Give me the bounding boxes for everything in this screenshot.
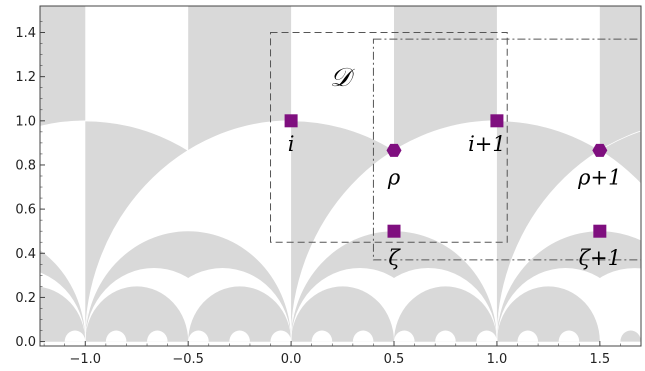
y-tick-label: 0.6 <box>15 203 36 218</box>
y-tick-label: 1.2 <box>15 70 36 85</box>
strip-above-1 <box>188 6 292 151</box>
tiny-circle-7 <box>188 330 209 342</box>
point-marker-square <box>387 224 401 238</box>
axes: −1.0 −0.5 0.0 0.5 1.0 1.5 0.0 0.2 0.4 0.6 0.8 1.0 1.… <box>15 21 621 367</box>
y-tick-label: 1.0 <box>15 114 36 129</box>
x-tick-label: 0.5 <box>384 352 405 367</box>
strip-above-0 <box>40 6 86 127</box>
unit-arc-0 <box>40 120 292 342</box>
tiny-circle-21 <box>476 330 497 342</box>
point-marker-hexagon <box>592 143 608 157</box>
dashdot-box <box>372 38 641 261</box>
point-marker-hexagon <box>386 143 402 157</box>
point-label: i <box>288 132 295 156</box>
tiny-circle-12 <box>291 330 312 342</box>
tiny-circle-26 <box>579 330 600 342</box>
y-tick-label: 0.2 <box>15 291 36 306</box>
point-label: ρ+1 <box>577 165 621 189</box>
small-circle-1-1 <box>85 286 189 342</box>
dashed-box <box>270 31 508 243</box>
tiny-circle-29 <box>641 331 645 342</box>
point-label: i+1 <box>468 132 506 156</box>
tiny-circle-6 <box>167 330 189 342</box>
tiny-circle-22 <box>496 330 518 342</box>
x-tick-label: 0.0 <box>281 352 302 367</box>
lune-6 <box>291 120 395 342</box>
strip-above-3 <box>599 6 641 151</box>
tiny-circle-13 <box>311 330 333 342</box>
tiny-circle-25 <box>558 330 580 342</box>
tiny-circle-4 <box>126 330 148 342</box>
point-label: ζ <box>388 246 401 270</box>
tiny-circle-24 <box>538 330 559 342</box>
tiny-circle-10 <box>249 330 271 342</box>
unit-arc-3 <box>496 131 641 342</box>
shaded-tessellation <box>40 6 645 342</box>
x-tick-label: 1.5 <box>589 352 610 367</box>
point-marker-square <box>284 114 298 128</box>
domain-boxes <box>270 31 641 261</box>
tiny-circle-16 <box>373 330 395 342</box>
tiny-circle-14 <box>332 330 353 342</box>
point-label: ρ <box>387 165 401 189</box>
y-tick-label: 0.0 <box>15 335 36 350</box>
tiny-circle-15 <box>352 330 374 342</box>
tiny-circle-0 <box>44 330 65 342</box>
tiny-circle-17 <box>394 330 415 342</box>
x-tick-label: 1.0 <box>487 352 508 367</box>
tiny-circle-27 <box>599 330 621 342</box>
tiny-circle-2 <box>85 330 106 342</box>
small-circle-1-4 <box>394 286 497 342</box>
point-marker-square <box>490 114 504 128</box>
lune-2 <box>496 120 600 342</box>
tiny-circle-9 <box>229 330 250 342</box>
tiny-circle-3 <box>105 330 127 342</box>
y-tick-label: 1.4 <box>15 26 36 41</box>
small-circle-1-0 <box>40 286 86 342</box>
small-circle-1-2 <box>188 286 292 342</box>
tiny-circle-28 <box>620 330 641 342</box>
tiny-circle-8 <box>208 330 230 342</box>
lune-4 <box>599 130 641 184</box>
x-tick-label: −0.5 <box>172 352 204 367</box>
y-tick-label: 0.4 <box>15 247 36 262</box>
tiny-circle-11 <box>270 330 292 342</box>
point-label: ζ+1 <box>579 246 621 270</box>
strip-above-2 <box>394 6 497 151</box>
special-points: i i+1 ρ ρ+1 ζ ζ+1 <box>284 114 621 270</box>
small-circle-1-5 <box>496 286 600 342</box>
point-marker-square <box>593 224 607 238</box>
small-circle-1-3 <box>291 286 395 342</box>
tiny-circle-20 <box>455 330 477 342</box>
lune-0 <box>85 120 189 342</box>
tiny-circle-18 <box>414 330 436 342</box>
tiny-circle-23 <box>517 330 539 342</box>
tiny-circle-1 <box>64 330 86 342</box>
y-tick-label: 0.8 <box>15 158 36 173</box>
tiny-circle-19 <box>435 330 456 342</box>
x-tick-label: −1.0 <box>69 352 101 367</box>
tiny-circle-5 <box>147 330 168 342</box>
